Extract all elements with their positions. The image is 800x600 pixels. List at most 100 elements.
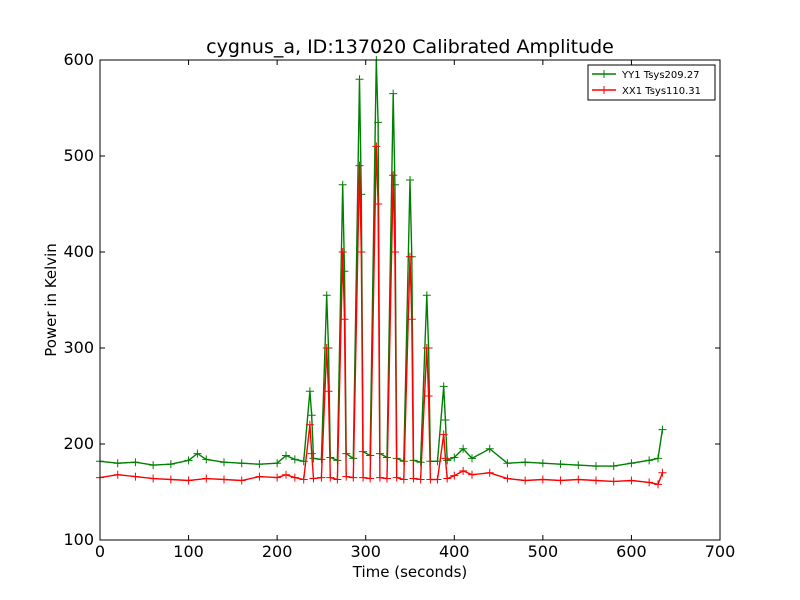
data-point (307, 449, 316, 458)
data-point (450, 453, 459, 462)
y-tick-label: 500 (63, 146, 94, 165)
data-point (443, 456, 452, 465)
data-point (166, 460, 175, 469)
data-point (433, 475, 442, 484)
data-point (237, 459, 246, 468)
data-point (389, 171, 398, 180)
data-point (355, 161, 364, 170)
y-tick-label: 200 (63, 434, 94, 453)
y-tick-label: 300 (63, 338, 94, 357)
data-point (113, 470, 122, 479)
data-point (305, 420, 314, 429)
legend-label: YY1 Tsys209.27 (621, 70, 700, 81)
data-point (322, 291, 331, 300)
data-point (450, 471, 459, 480)
y-tick-label: 600 (63, 50, 94, 69)
data-point (326, 473, 335, 482)
data-point (349, 473, 358, 482)
data-point (305, 387, 314, 396)
data-point (255, 460, 264, 469)
data-point (366, 474, 375, 483)
data-point (416, 475, 425, 484)
series-xx1 (96, 142, 667, 489)
chart-title: cygnus_a, ID:137020 Calibrated Amplitude (206, 36, 614, 58)
data-point (255, 472, 264, 481)
data-point (202, 474, 211, 483)
y-axis-title: Power in Kelvin (42, 243, 60, 357)
data-point (113, 459, 122, 468)
data-point (273, 459, 282, 468)
series-layer (96, 56, 667, 489)
data-point (307, 411, 316, 420)
data-point (645, 456, 654, 465)
data-point (485, 444, 494, 453)
legend-marker (600, 86, 608, 94)
data-point (426, 475, 435, 484)
legend: YY1 Tsys209.27 XX1 Tsys110.31 (587, 64, 716, 101)
data-point (359, 473, 368, 482)
data-point (627, 459, 636, 468)
data-point (324, 387, 333, 396)
plot-frame (99, 59, 721, 541)
data-point (503, 474, 512, 483)
x-tick-label: 300 (350, 542, 381, 561)
data-point (282, 451, 290, 460)
data-point (538, 459, 547, 468)
data-point (273, 473, 282, 482)
data-point (459, 466, 468, 475)
data-point (149, 474, 158, 483)
data-point (439, 382, 448, 391)
data-point (556, 476, 565, 485)
data-point (237, 476, 246, 485)
data-point (290, 455, 299, 464)
data-point (399, 475, 408, 484)
data-point (375, 473, 384, 482)
data-point (422, 344, 431, 352)
data-point (645, 478, 654, 487)
y-tick-label: 100 (63, 530, 94, 549)
data-point (658, 425, 667, 434)
data-point (441, 416, 450, 424)
data-point (406, 176, 414, 184)
x-tick-label: 100 (173, 542, 204, 561)
data-point (390, 248, 399, 256)
data-point (389, 89, 398, 98)
data-point (166, 475, 175, 484)
data-point (521, 458, 530, 467)
data-point (441, 454, 450, 463)
plot-background (100, 60, 720, 540)
data-point (193, 449, 202, 458)
data-point (459, 444, 468, 453)
data-point (485, 468, 494, 477)
x-tick-label: 400 (439, 542, 470, 561)
data-point (609, 477, 618, 486)
data-point (184, 456, 193, 465)
data-point (309, 474, 318, 483)
x-tick-label: 600 (616, 542, 647, 561)
data-point (202, 455, 211, 464)
data-point (627, 476, 636, 485)
data-point (609, 462, 618, 471)
data-point (574, 461, 583, 470)
x-axis-title: Time (seconds) (352, 563, 468, 581)
data-point (340, 315, 349, 324)
data-point (220, 475, 228, 484)
data-point (592, 476, 600, 485)
data-point (309, 454, 318, 463)
data-point (184, 476, 193, 485)
data-point (290, 473, 299, 482)
data-point (357, 248, 366, 256)
data-point (424, 392, 433, 400)
data-point (372, 142, 381, 151)
data-point (338, 248, 347, 256)
data-point (390, 180, 399, 189)
data-point (556, 460, 565, 469)
data-point (468, 470, 476, 479)
data-point (407, 315, 416, 324)
legend-label: XX1 Tsys110.31 (622, 86, 701, 97)
data-point (131, 472, 140, 481)
data-point (282, 470, 290, 479)
data-point (503, 459, 512, 468)
data-point (439, 430, 448, 439)
